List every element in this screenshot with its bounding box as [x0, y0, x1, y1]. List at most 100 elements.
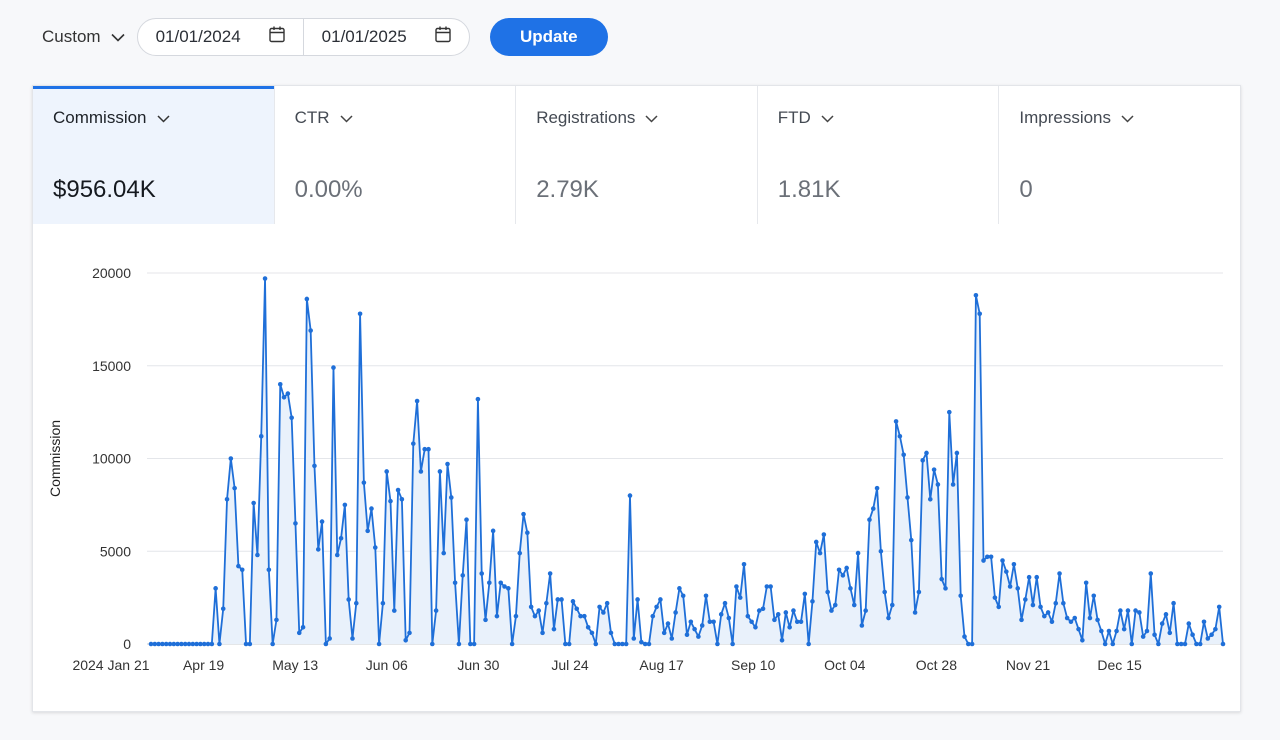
data-point[interactable] — [1091, 593, 1097, 599]
data-point[interactable] — [372, 545, 378, 550]
update-button[interactable]: Update — [489, 18, 608, 56]
data-point[interactable] — [1182, 641, 1188, 647]
data-point[interactable] — [338, 535, 344, 541]
data-point[interactable] — [1209, 632, 1214, 638]
data-point[interactable] — [228, 456, 234, 461]
data-point[interactable] — [1004, 569, 1009, 574]
data-point[interactable] — [391, 608, 397, 613]
data-point[interactable] — [1137, 610, 1142, 615]
data-point[interactable] — [981, 558, 986, 563]
data-point[interactable] — [452, 580, 458, 586]
range-select[interactable]: Custom — [32, 17, 135, 57]
data-point[interactable] — [775, 612, 781, 617]
data-point[interactable] — [194, 641, 199, 647]
data-point[interactable] — [901, 452, 906, 458]
data-point[interactable] — [798, 619, 804, 625]
data-point[interactable] — [163, 641, 169, 647]
data-point[interactable] — [236, 563, 241, 569]
data-point[interactable] — [642, 641, 648, 647]
data-point[interactable] — [1133, 608, 1138, 613]
data-point[interactable] — [1083, 580, 1089, 586]
data-point[interactable] — [160, 641, 165, 647]
data-point[interactable] — [209, 641, 215, 647]
data-point[interactable] — [908, 537, 914, 543]
data-point[interactable] — [296, 630, 302, 636]
data-point[interactable] — [855, 550, 861, 556]
data-point[interactable] — [1102, 641, 1108, 647]
data-point[interactable] — [1114, 628, 1119, 634]
data-point[interactable] — [365, 528, 370, 534]
data-point[interactable] — [513, 613, 519, 619]
data-point[interactable] — [1156, 641, 1161, 647]
data-point[interactable] — [1163, 612, 1169, 617]
data-point[interactable] — [395, 487, 401, 493]
data-point[interactable] — [851, 602, 857, 608]
data-point[interactable] — [502, 584, 507, 589]
data-point[interactable] — [403, 637, 409, 643]
data-point[interactable] — [509, 641, 515, 647]
data-point[interactable] — [1076, 626, 1081, 632]
data-point[interactable] — [346, 597, 351, 602]
data-point[interactable] — [718, 612, 724, 617]
data-point[interactable] — [422, 446, 428, 452]
data-point[interactable] — [988, 554, 994, 560]
data-point[interactable] — [255, 552, 260, 558]
data-point[interactable] — [711, 619, 716, 625]
data-point[interactable] — [418, 469, 424, 474]
data-point[interactable] — [992, 595, 998, 600]
data-point[interactable] — [1042, 613, 1047, 619]
data-point[interactable] — [357, 311, 363, 317]
data-point[interactable] — [426, 446, 431, 452]
data-point[interactable] — [175, 641, 180, 647]
data-point[interactable] — [1019, 617, 1024, 623]
metric-tab-ftd[interactable]: FTD 1.81K — [756, 86, 999, 224]
data-point[interactable] — [741, 561, 747, 567]
data-point[interactable] — [471, 641, 477, 647]
data-point[interactable] — [277, 382, 283, 387]
chevron-down-icon[interactable] — [1121, 108, 1134, 128]
data-point[interactable] — [449, 495, 454, 500]
data-point[interactable] — [582, 613, 587, 619]
data-point[interactable] — [179, 641, 184, 647]
data-point[interactable] — [688, 619, 694, 625]
data-point[interactable] — [832, 602, 838, 608]
data-point[interactable] — [726, 615, 732, 621]
data-point[interactable] — [889, 602, 895, 608]
data-point[interactable] — [905, 495, 910, 500]
data-point[interactable] — [912, 610, 918, 615]
data-point[interactable] — [977, 311, 983, 317]
data-point[interactable] — [635, 597, 640, 602]
data-point[interactable] — [414, 398, 420, 404]
data-point[interactable] — [1087, 615, 1093, 621]
data-point[interactable] — [768, 584, 773, 589]
data-point[interactable] — [308, 328, 313, 333]
data-point[interactable] — [319, 519, 325, 524]
data-point[interactable] — [213, 586, 218, 591]
data-point[interactable] — [680, 593, 686, 599]
data-point[interactable] — [315, 547, 321, 552]
data-point[interactable] — [327, 636, 332, 641]
data-point[interactable] — [813, 539, 819, 545]
data-point[interactable] — [468, 641, 473, 647]
data-point[interactable] — [631, 636, 637, 641]
data-point[interactable] — [1038, 604, 1043, 610]
data-point[interactable] — [1049, 619, 1055, 625]
data-point[interactable] — [464, 517, 469, 523]
data-point[interactable] — [217, 641, 222, 647]
data-point[interactable] — [958, 593, 963, 599]
data-point[interactable] — [677, 586, 682, 591]
data-point[interactable] — [441, 550, 447, 556]
data-point[interactable] — [201, 641, 207, 647]
data-point[interactable] — [258, 433, 264, 439]
data-point[interactable] — [604, 600, 610, 606]
data-point[interactable] — [1197, 641, 1203, 647]
data-point[interactable] — [411, 441, 416, 446]
data-point[interactable] — [148, 641, 154, 647]
data-point[interactable] — [342, 502, 348, 508]
data-point[interactable] — [490, 528, 496, 534]
data-point[interactable] — [239, 567, 245, 573]
chevron-down-icon[interactable] — [821, 108, 834, 128]
data-point[interactable] — [737, 595, 743, 600]
data-point[interactable] — [380, 600, 386, 606]
data-point[interactable] — [673, 610, 678, 615]
